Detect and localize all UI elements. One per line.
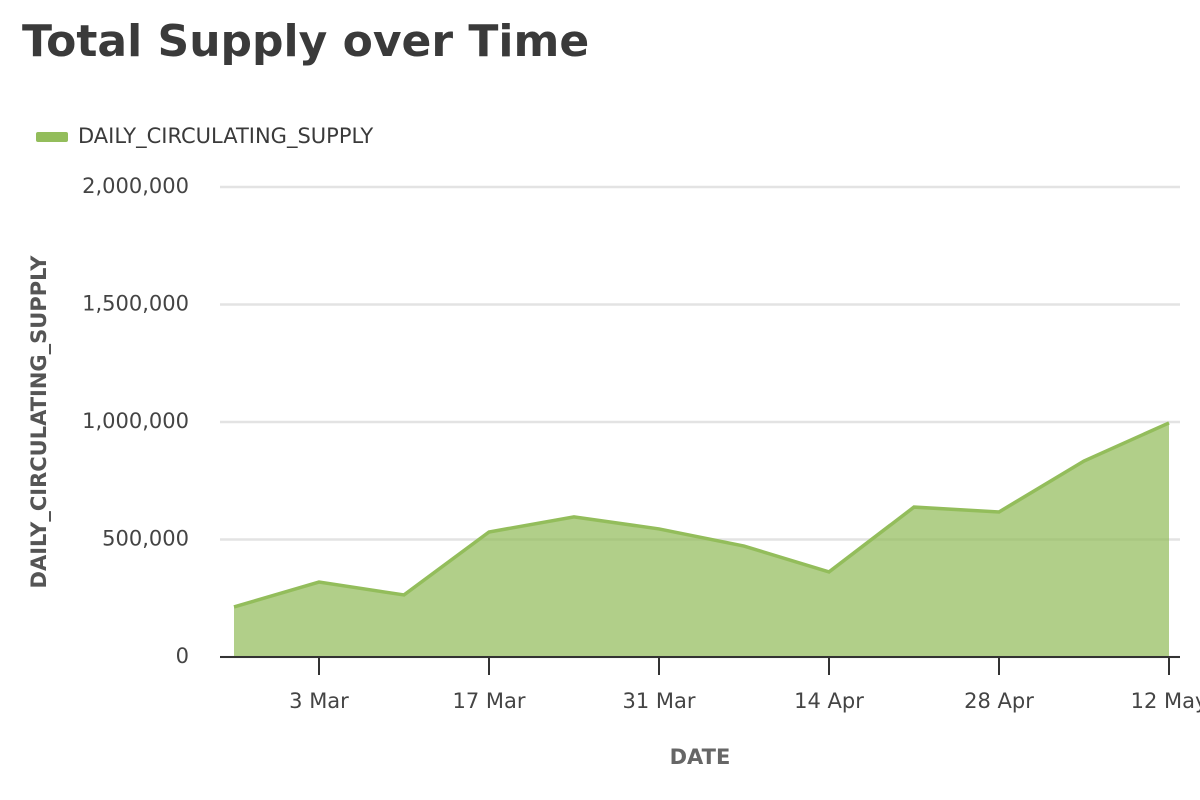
x-tick-label: 3 Mar [289,689,349,713]
x-axis-title: DATE [670,745,731,769]
x-tick-label: 28 Apr [964,689,1034,713]
y-tick-label: 1,500,000 [82,292,189,316]
x-tick-label: 31 Mar [622,689,695,713]
legend-swatch [36,132,68,142]
x-tick-label: 14 Apr [794,689,864,713]
y-tick-label: 1,000,000 [82,409,189,433]
legend-label: DAILY_CIRCULATING_SUPPLY [78,124,373,149]
y-tick-label: 0 [176,644,189,668]
y-tick-label: 500,000 [102,527,189,551]
chart-title: Total Supply over Time [22,16,589,67]
x-tick-label: 17 Mar [452,689,525,713]
x-tick-label: 12 May [1131,689,1200,713]
area [234,422,1169,657]
y-axis-title: DAILY_CIRCULATING_SUPPLY [27,255,51,589]
y-tick-label: 2,000,000 [82,174,189,198]
line [233,421,1170,609]
